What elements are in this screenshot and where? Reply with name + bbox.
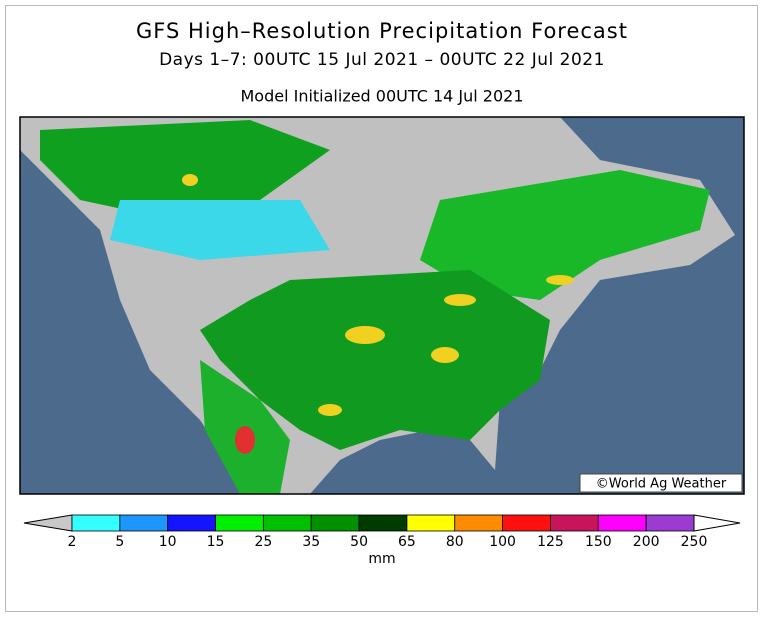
colorbar-swatch <box>71 514 121 532</box>
colorbar-tick-label: 200 <box>633 534 660 550</box>
colorbar-swatch <box>119 514 169 532</box>
credit: ©World Ag Weather <box>596 477 727 492</box>
colorbar-swatch <box>502 514 551 532</box>
colorbar-swatch <box>167 514 216 532</box>
colorbar-tick-label: 50 <box>350 534 368 550</box>
precip-northeast <box>420 170 710 300</box>
map-border <box>19 116 745 495</box>
precip-heavy <box>318 404 342 416</box>
colorbar-tick-label: 80 <box>446 534 464 550</box>
colorbar-swatch <box>358 514 408 532</box>
colorbar-tick-label: 100 <box>489 534 516 550</box>
colorbar-swatch <box>310 514 360 532</box>
colorbar-swatch <box>454 514 504 532</box>
map: ©World Ag Weather <box>19 116 745 495</box>
colorbar-tick-label: 250 <box>681 534 708 550</box>
unit: mm <box>368 551 395 567</box>
precip-central <box>200 270 550 450</box>
precip-heavy <box>235 426 255 454</box>
colorbar-tick-label: 65 <box>398 534 416 550</box>
init-time: Model Initialized 00UTC 14 Jul 2021 <box>240 87 523 106</box>
precip-heavy <box>546 275 574 285</box>
colorbar-swatch <box>550 514 599 532</box>
precip-light <box>110 200 330 260</box>
precip-heavy <box>431 347 459 363</box>
colorbar-tick-label: 35 <box>302 534 320 550</box>
colorbar-tick-label: 15 <box>207 534 225 550</box>
precip-heavy <box>182 174 198 186</box>
colorbar-swatch <box>406 514 456 532</box>
title: GFS High–Resolution Precipitation Foreca… <box>136 19 628 43</box>
subtitle: Days 1–7: 00UTC 15 Jul 2021 – 00UTC 22 J… <box>159 50 605 70</box>
precip-canada-west <box>40 120 330 215</box>
colorbar-swatch <box>597 514 647 532</box>
precip-heavy <box>444 294 476 306</box>
colorbar-swatch <box>262 514 312 532</box>
colorbar-swatch <box>645 514 695 532</box>
credit-box <box>579 473 743 493</box>
colorbar-tick-label: 2 <box>68 534 77 550</box>
colorbar: 2 5 10 15 25 35 50 65 80 100 125 150 200 250 <box>23 514 741 550</box>
colorbar-tick-label: 10 <box>159 534 177 550</box>
colorbar-tick-label: 125 <box>537 534 564 550</box>
precip-heavy <box>345 326 385 344</box>
colorbar-tick-label: 5 <box>115 534 124 550</box>
colorbar-tick-label: 25 <box>254 534 272 550</box>
colorbar-arrow <box>693 514 741 532</box>
colorbar-tick-label: 150 <box>585 534 612 550</box>
colorbar-swatch <box>215 514 264 532</box>
